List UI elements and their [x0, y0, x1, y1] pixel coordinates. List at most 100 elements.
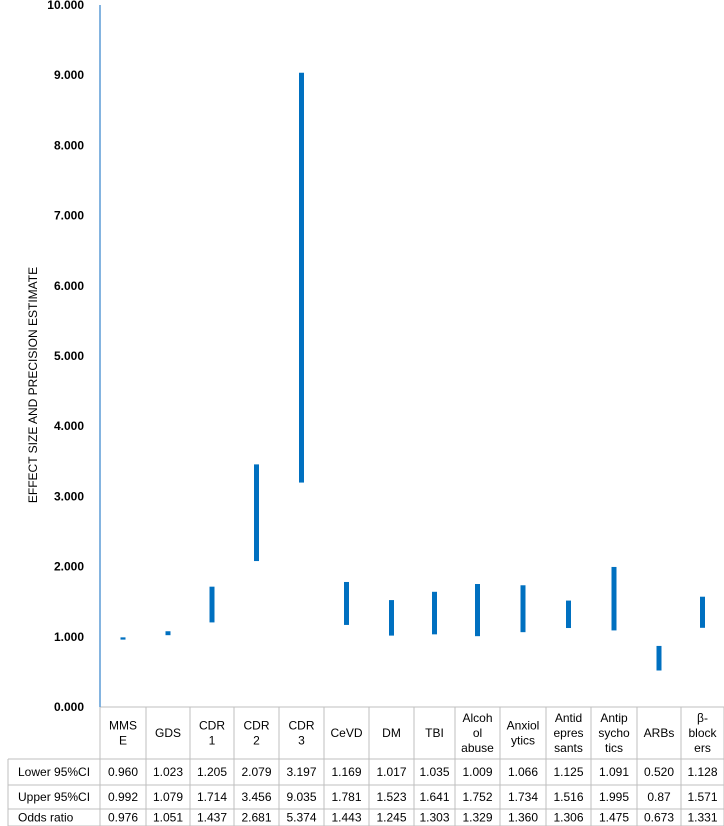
- y-tick-label: 7.000: [54, 209, 84, 223]
- category-label: CDR: [199, 719, 225, 733]
- table-cell: 1.091: [599, 765, 629, 779]
- ci-bar: [299, 72, 304, 483]
- y-tick-label: 3.000: [54, 489, 84, 503]
- table-cell: 1.023: [153, 765, 183, 779]
- table-cell: 1.035: [419, 765, 449, 779]
- y-axis-title: EFFECT SIZE AND PRECISION ESTIMATE: [26, 267, 40, 503]
- table-row-labels: Lower 95%CI Upper 95%CI Odds ratio: [18, 765, 90, 825]
- table-cell: 3.456: [241, 790, 271, 804]
- y-tick-label: 10.000: [47, 0, 84, 12]
- category-label: CDR: [244, 719, 270, 733]
- table-cell: 1.205: [197, 765, 227, 779]
- ci-bar: [209, 586, 215, 623]
- category-label: epres: [553, 726, 583, 740]
- table-cell: 1.734: [508, 790, 538, 804]
- y-tick-label: 2.000: [54, 560, 84, 574]
- category-label: 2: [253, 734, 260, 748]
- category-label: ol: [473, 726, 482, 740]
- y-tick-label: 1.000: [54, 630, 84, 644]
- table-cell: 1.641: [419, 790, 449, 804]
- y-tick-label: 4.000: [54, 419, 84, 433]
- category-label: abuse: [461, 741, 494, 755]
- table-cell: 1.303: [419, 811, 449, 825]
- table-cell: 1.331: [687, 811, 717, 825]
- table-cell: 9.035: [286, 790, 316, 804]
- table-cell: 1.523: [376, 790, 406, 804]
- table-row-label: Upper 95%CI: [18, 790, 90, 804]
- table-cell: 1.437: [197, 811, 227, 825]
- table-cell: 1.128: [687, 765, 717, 779]
- ci-bar: [120, 637, 126, 640]
- category-label: Anxiol: [507, 719, 540, 733]
- ci-bar: [389, 600, 394, 636]
- table-cell: 1.066: [508, 765, 538, 779]
- category-label: ers: [694, 741, 711, 755]
- table-cell: 0.673: [644, 811, 674, 825]
- ci-bar: [165, 631, 171, 636]
- y-tick-label: 5.000: [54, 349, 84, 363]
- y-tick-label: 0.000: [54, 700, 84, 714]
- category-label: β-: [697, 711, 708, 725]
- table-cells: 0.960 1.023 1.205 2.079 3.197 1.169 1.017 1.035…: [108, 765, 718, 825]
- table-cell: 0.520: [644, 765, 674, 779]
- category-label: sants: [554, 741, 583, 755]
- category-label: 3: [298, 734, 305, 748]
- table-cell: 1.995: [599, 790, 629, 804]
- table-cell: 1.051: [153, 811, 183, 825]
- ci-bar: [254, 464, 259, 562]
- y-tick-label: 8.000: [54, 138, 84, 152]
- table-cell: 2.079: [241, 765, 271, 779]
- table-cell: 1.245: [376, 811, 406, 825]
- bars-group: [120, 72, 705, 671]
- table-grid: [7, 706, 724, 826]
- y-tick-label: 6.000: [54, 279, 84, 293]
- ci-bar: [520, 585, 526, 633]
- category-label: Alcoh: [462, 711, 492, 725]
- category-label: MMS: [109, 719, 137, 733]
- category-label: GDS: [155, 726, 181, 740]
- table-cell: 1.009: [462, 765, 492, 779]
- y-axis-ticks: 0.000 1.000 2.000 3.000 4.000 5.000 6.000 7.000…: [47, 0, 84, 714]
- category-label: CDR: [289, 719, 315, 733]
- table-cell: 1.125: [553, 765, 583, 779]
- ci-bar: [700, 596, 705, 628]
- table-cell: 5.374: [286, 811, 316, 825]
- ci-bar: [344, 581, 349, 625]
- ci-bar: [566, 600, 571, 629]
- table-cell: 1.781: [331, 790, 361, 804]
- category-label: TBI: [425, 726, 444, 740]
- table-cell: 1.571: [687, 790, 717, 804]
- table-cell: 1.475: [599, 811, 629, 825]
- table-cell: 2.681: [241, 811, 271, 825]
- category-label: CeVD: [330, 726, 362, 740]
- category-label: ytics: [511, 734, 535, 748]
- table-cell: 1.079: [153, 790, 183, 804]
- table-cell: 1.360: [508, 811, 538, 825]
- table-row-label: Lower 95%CI: [18, 765, 90, 779]
- category-label: sycho: [598, 726, 630, 740]
- table-cell: 1.169: [331, 765, 361, 779]
- ci-bar: [611, 566, 617, 631]
- category-label: Antip: [600, 711, 628, 725]
- table-cell: 1.516: [553, 790, 583, 804]
- table-cell: 3.197: [286, 765, 316, 779]
- table-cell: 0.87: [647, 790, 671, 804]
- table-cell: 0.992: [108, 790, 138, 804]
- category-label: DM: [382, 726, 401, 740]
- table-cell: 0.976: [108, 811, 138, 825]
- table-row-label: Odds ratio: [18, 811, 74, 825]
- category-label: block: [688, 726, 717, 740]
- ci-bar: [432, 591, 437, 635]
- table-cell: 1.329: [462, 811, 492, 825]
- table-cell: 1.714: [197, 790, 227, 804]
- ci-bar: [656, 645, 662, 671]
- category-label: 1: [209, 734, 216, 748]
- table-cell: 1.443: [331, 811, 361, 825]
- category-label: ARBs: [644, 726, 675, 740]
- table-cell: 1.017: [376, 765, 406, 779]
- category-label: tics: [605, 741, 623, 755]
- table-cell: 1.306: [553, 811, 583, 825]
- table-cell: 1.752: [462, 790, 492, 804]
